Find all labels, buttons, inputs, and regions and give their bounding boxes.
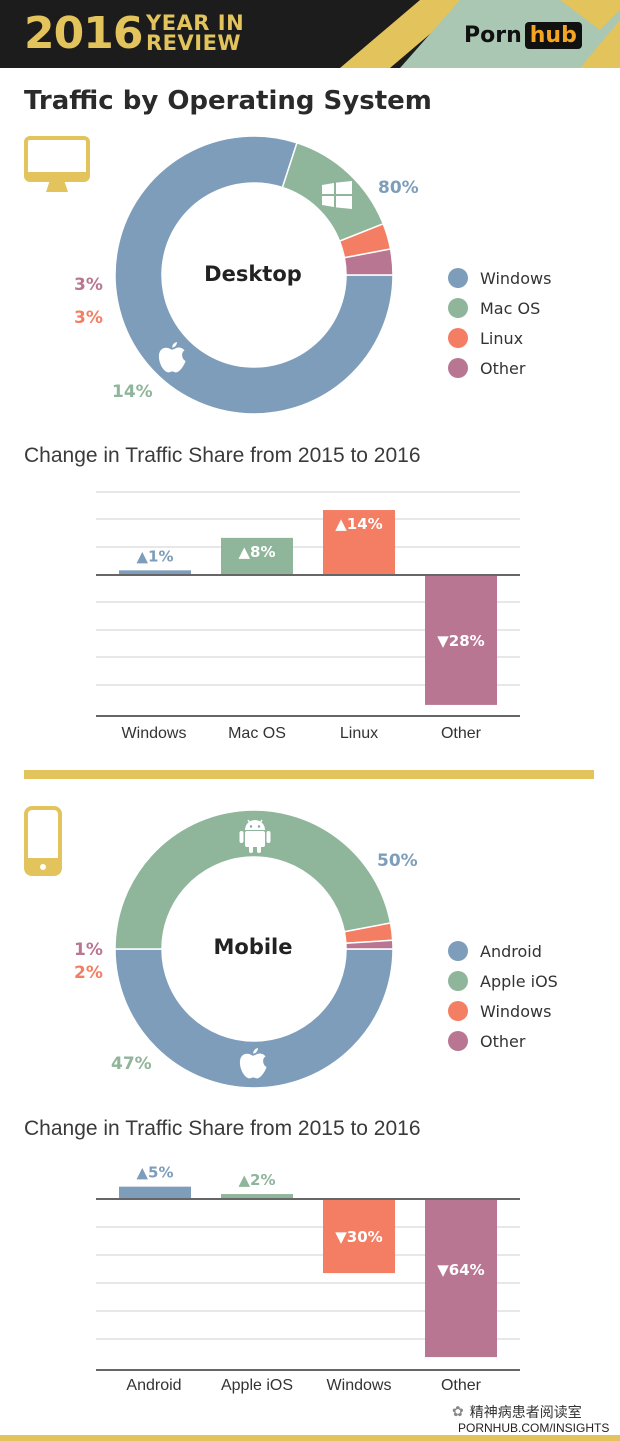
legend-label: Linux — [480, 328, 524, 348]
legend-item: Mac OS — [448, 293, 551, 323]
header-banner: 2016 YEAR IN REVIEW Porn hub — [0, 0, 620, 68]
apple-icon — [239, 1048, 267, 1079]
desktop-bar-mac-os — [221, 537, 293, 575]
footer-url: PORNHUB.COM/INSIGHTS — [458, 1421, 610, 1435]
desktop-bar-other — [425, 575, 497, 705]
mobile-pct-android: 50% — [377, 851, 418, 871]
mobile-pct-ios: 47% — [111, 1054, 152, 1074]
mobile-bar-label: ▼30% — [335, 1228, 382, 1246]
mobile-bar-android — [119, 1186, 191, 1199]
watermark-text: 精神病患者阅读室 — [469, 1405, 582, 1421]
header-decoration — [340, 0, 620, 68]
mobile-bar-cat-ios: Apple iOS — [220, 1377, 294, 1394]
desktop-slice-other — [343, 248, 394, 276]
mobile-bar-cat-windows: Windows — [326, 1377, 392, 1394]
legend-swatch — [448, 298, 468, 318]
desktop-bar-label: ▼28% — [437, 632, 484, 650]
desktop-bar-linux — [323, 510, 395, 575]
desktop-bar-cat-windows: Windows — [121, 725, 187, 742]
legend-label: Windows — [480, 1001, 552, 1021]
mobile-bar-label: ▲5% — [136, 1164, 173, 1182]
header-year: 2016 — [24, 8, 143, 59]
page-title: Traffic by Operating System — [24, 86, 432, 116]
legend-item: Other — [448, 353, 551, 383]
legend-item: Windows — [448, 996, 558, 1026]
legend-label: Android — [480, 941, 542, 961]
mobile-bar-apple-ios — [221, 1194, 293, 1199]
legend-item: Apple iOS — [448, 966, 558, 996]
legend-swatch — [448, 1001, 468, 1021]
desktop-change-bar-chart: ▲1% ▲8% ▲14% ▼28% — [96, 491, 520, 717]
desktop-bar-cat-linux: Linux — [339, 725, 379, 742]
desktop-bar-label: ▲1% — [136, 547, 173, 565]
mobile-center-label: Mobile — [213, 935, 293, 959]
desktop-bar-label: ▲14% — [335, 515, 382, 533]
mobile-change-title: Change in Traffic Share from 2015 to 201… — [24, 1117, 421, 1140]
mobile-bar-cat-other: Other — [440, 1377, 481, 1394]
desktop-donut-chart — [114, 135, 394, 415]
mobile-donut-chart — [114, 809, 394, 1089]
legend-swatch — [448, 971, 468, 991]
legend-swatch — [448, 328, 468, 348]
legend-swatch — [448, 1031, 468, 1051]
legend-item: Other — [448, 1026, 558, 1056]
watermark: ✿ 精神病患者阅读室 — [452, 1402, 582, 1422]
mobile-slice-apple-ios — [114, 809, 392, 950]
mobile-pct-other: 1% — [74, 940, 103, 960]
legend-label: Other — [480, 1031, 526, 1051]
mobile-bar-label: ▲2% — [238, 1171, 275, 1189]
wechat-icon: ✿ — [452, 1404, 464, 1420]
mobile-bar-windows — [323, 1199, 395, 1274]
mobile-legend: Android Apple iOS Windows Other — [448, 936, 558, 1056]
logo-right-text: hub — [524, 21, 582, 49]
legend-label: Windows — [480, 268, 552, 288]
logo-left-text: Porn — [464, 22, 522, 48]
footer-bar — [0, 1435, 620, 1441]
desktop-icon — [24, 136, 90, 192]
legend-swatch — [448, 358, 468, 378]
mobile-slice-android — [114, 948, 394, 1089]
desktop-center-label: Desktop — [204, 262, 302, 286]
desktop-bar-cat-other: Other — [440, 725, 481, 742]
desktop-legend: Windows Mac OS Linux Other — [448, 263, 551, 383]
desktop-change-title: Change in Traffic Share from 2015 to 201… — [24, 444, 421, 467]
legend-swatch — [448, 268, 468, 288]
mobile-bar-cat-android: Android — [126, 1377, 182, 1394]
desktop-bar-windows — [119, 570, 191, 575]
legend-item: Windows — [448, 263, 551, 293]
desktop-slice-windows — [114, 135, 394, 415]
desktop-bar-cat-macos: Mac OS — [228, 725, 286, 742]
header-year-in: YEAR IN — [146, 11, 245, 35]
apple-icon — [158, 342, 186, 373]
section-divider — [24, 770, 594, 779]
desktop-pct-other: 3% — [74, 275, 103, 295]
legend-item: Android — [448, 936, 558, 966]
legend-label: Mac OS — [480, 298, 541, 318]
mobile-slice-other — [345, 939, 394, 950]
desktop-bar-label: ▲8% — [238, 543, 275, 561]
desktop-pct-macos: 14% — [112, 382, 153, 402]
mobile-bar-other — [425, 1199, 497, 1358]
legend-swatch — [448, 941, 468, 961]
mobile-phone-icon — [24, 806, 62, 876]
mobile-change-bar-chart: ▲5% ▲2% ▼30% ▼64% — [96, 1164, 520, 1371]
pornhub-logo: Porn hub — [464, 20, 582, 50]
legend-label: Apple iOS — [480, 971, 558, 991]
desktop-pct-windows: 80% — [378, 178, 419, 198]
header-year-in-review: YEAR IN REVIEW — [146, 11, 245, 55]
legend-item: Linux — [448, 323, 551, 353]
windows-icon — [322, 181, 352, 209]
desktop-pct-linux: 3% — [74, 308, 103, 328]
mobile-pct-windows: 2% — [74, 963, 103, 983]
legend-label: Other — [480, 358, 526, 378]
header-review: REVIEW — [146, 31, 242, 55]
android-icon — [239, 819, 271, 853]
mobile-bar-label: ▼64% — [437, 1261, 484, 1279]
